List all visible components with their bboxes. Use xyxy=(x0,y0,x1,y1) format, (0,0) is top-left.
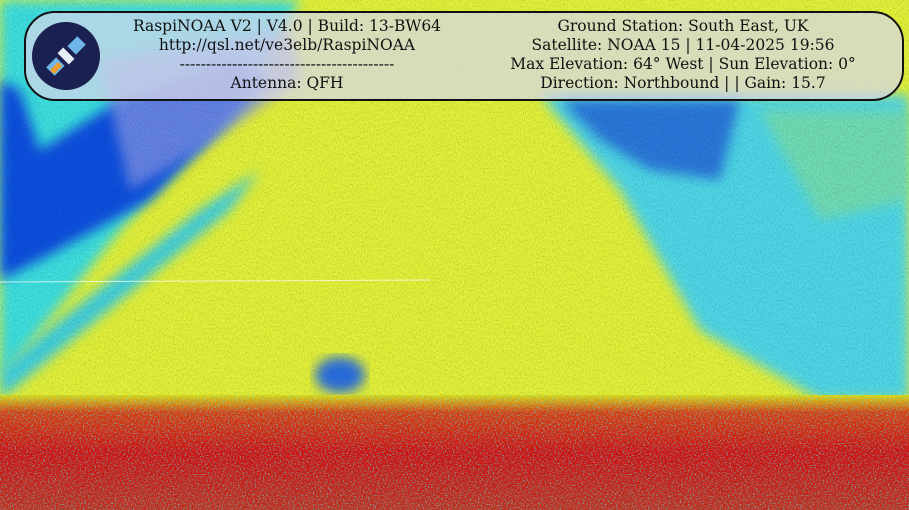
header-left-line: RaspiNOAA V2 | V4.0 | Build: 13-BW64 xyxy=(133,17,441,35)
logo xyxy=(32,22,100,90)
header-left-line: Antenna: QFH xyxy=(230,74,344,92)
logo-flame xyxy=(50,62,62,74)
header-text: RaspiNOAA V2 | V4.0 | Build: 13-BW64http… xyxy=(133,17,856,92)
header-box xyxy=(24,11,904,101)
header-right-line: Max Elevation: 64° West | Sun Elevation:… xyxy=(510,55,856,73)
header-right-line: Direction: Northbound | | Gain: 15.7 xyxy=(540,74,825,92)
logo-panel-right xyxy=(67,36,86,55)
scan-line xyxy=(0,279,431,283)
header-left-line: http://qsl.net/ve3elb/RaspiNOAA xyxy=(159,36,416,54)
header-right-line: Ground Station: South East, UK xyxy=(558,17,809,35)
header-right-line: Satellite: NOAA 15 | 11-04-2025 19:56 xyxy=(531,36,834,54)
header-left-line: ----------------------------------------… xyxy=(180,55,395,73)
logo-body xyxy=(57,47,75,65)
